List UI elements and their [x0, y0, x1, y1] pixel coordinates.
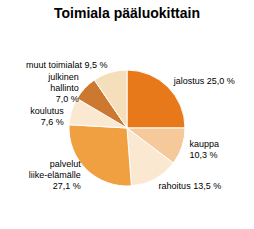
chart: Toimiala pääluokittain jalostus 25,0 % kau…	[0, 0, 254, 229]
slice-label: kauppa10,3 %	[190, 139, 220, 160]
slice-label: jalostus 25,0 %	[173, 76, 235, 86]
slice	[94, 70, 127, 128]
slice-label: rahoitus 13,5 %	[159, 181, 222, 191]
slice-label: julkinenhallinto7,0 %	[47, 72, 79, 104]
title: Toimiala pääluokittain	[54, 5, 200, 21]
slice-label: koulutus7,6 %	[30, 106, 64, 127]
slice	[127, 128, 173, 186]
slices	[69, 70, 185, 186]
slice-label: palvelutliike-elämälle27,1 %	[29, 159, 82, 191]
slice-label: muut toimialat 9,5 %	[26, 60, 108, 70]
